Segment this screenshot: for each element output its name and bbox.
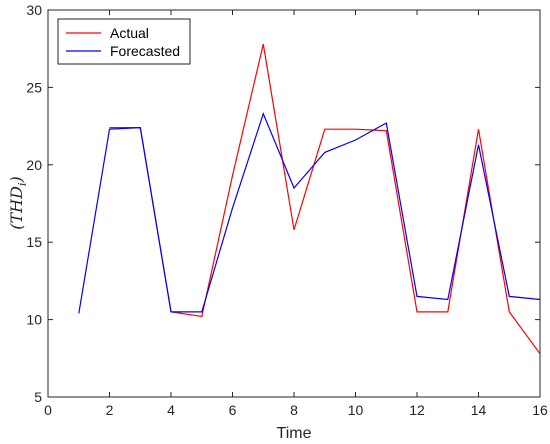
y-tick-label: 25 (26, 79, 42, 95)
plot-area (48, 10, 540, 397)
x-tick-label: 0 (44, 402, 52, 418)
series-line-forecasted (78, 111, 541, 314)
x-tick-label: 4 (167, 402, 175, 418)
series-layer (78, 43, 541, 355)
y-axis-label-close: ) (7, 176, 26, 183)
x-tick-label: 14 (471, 402, 487, 418)
x-tick-label: 2 (106, 402, 114, 418)
y-axis-ticks: 5 10 15 20 25 30 (26, 2, 540, 405)
x-tick-label: 12 (409, 402, 425, 418)
plot-frame (47, 9, 541, 398)
y-axis-label-main: (THD (7, 186, 26, 230)
x-tick-label: 6 (229, 402, 237, 418)
x-tick-label: 10 (348, 402, 364, 418)
legend: Actual Forecasted (57, 18, 191, 65)
x-axis-ticks: 0 2 4 6 8 10 12 14 16 (44, 10, 548, 418)
legend-label-actual: Actual (110, 25, 149, 41)
legend-label-forecasted: Forecasted (110, 43, 180, 59)
x-axis-label: Time (277, 425, 312, 442)
y-tick-label: 20 (26, 157, 42, 173)
y-tick-label: 5 (34, 389, 42, 405)
x-tick-label: 8 (290, 402, 298, 418)
series-line-actual (109, 43, 541, 355)
y-tick-label: 10 (26, 312, 42, 328)
y-tick-label: 15 (26, 234, 42, 250)
y-tick-label: 30 (26, 2, 42, 18)
y-axis-label-subscript: i (16, 183, 29, 187)
y-axis-label: (THDi) (7, 176, 29, 229)
x-tick-label: 16 (532, 402, 548, 418)
legend-box (57, 18, 191, 65)
